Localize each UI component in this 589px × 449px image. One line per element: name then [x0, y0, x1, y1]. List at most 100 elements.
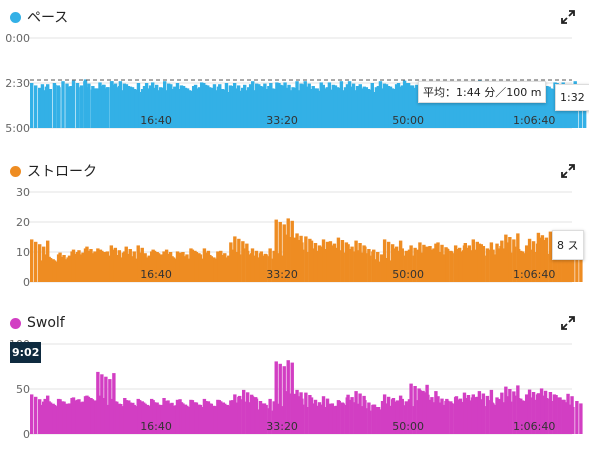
bar [545, 253, 549, 282]
bar [280, 406, 284, 434]
expand-arrows-icon[interactable] [561, 316, 575, 330]
bar [445, 88, 450, 128]
bar [43, 254, 47, 282]
bar [48, 258, 53, 282]
bar [237, 395, 242, 434]
bar [317, 90, 322, 128]
bar [425, 87, 430, 128]
expand-arrows-icon[interactable] [561, 10, 575, 24]
bar [166, 400, 170, 434]
x-tick-label: 1:06:40 [513, 420, 555, 433]
bar [120, 90, 125, 128]
bar [220, 89, 225, 128]
bar [349, 86, 354, 128]
bar [119, 404, 123, 434]
bar [449, 403, 454, 434]
bar [475, 241, 479, 282]
bar [512, 89, 516, 128]
bar [39, 260, 43, 282]
bar [531, 241, 536, 282]
bar [362, 86, 366, 128]
y-tick-label: 0 [23, 428, 30, 441]
bar [280, 255, 284, 282]
bar [253, 90, 257, 128]
bar [571, 407, 575, 434]
bar [575, 246, 579, 282]
bar [226, 92, 231, 128]
bar [140, 89, 145, 128]
bar [516, 398, 521, 434]
bar [147, 406, 151, 434]
bar [261, 86, 265, 128]
bar [540, 395, 545, 434]
bar [194, 402, 199, 434]
bar [321, 84, 326, 128]
bar [441, 89, 446, 128]
bar [152, 250, 157, 282]
bar [53, 84, 57, 128]
bar [524, 394, 529, 434]
bar [443, 86, 448, 128]
bar [480, 83, 484, 128]
bar [209, 403, 214, 434]
bar [146, 88, 151, 128]
bar [61, 81, 65, 128]
bar [571, 252, 575, 282]
bar [358, 84, 362, 128]
bar [333, 85, 338, 128]
bar [231, 249, 235, 282]
bar [124, 84, 129, 128]
bar [293, 87, 297, 128]
bar [545, 86, 549, 128]
bar [364, 408, 368, 434]
bar [77, 250, 81, 282]
bar [281, 85, 285, 128]
bar [251, 81, 255, 128]
bar [67, 403, 72, 434]
bar [44, 86, 49, 128]
stroke-panel: ストローク 30 20 10 0 16:40 33:20 50:00 1:06:40 8 ス [0, 160, 589, 290]
bar [232, 83, 237, 128]
bar [234, 88, 239, 128]
bar [264, 254, 268, 282]
bar [335, 87, 340, 128]
bar [433, 84, 438, 128]
bar [328, 403, 333, 434]
bar [504, 386, 508, 434]
bar [482, 255, 486, 282]
bar [434, 391, 438, 434]
bar [30, 394, 34, 434]
bar [567, 250, 571, 282]
bar [441, 254, 445, 282]
bar [271, 88, 275, 128]
bar [476, 89, 480, 128]
bar [230, 86, 235, 128]
bar [508, 252, 513, 282]
bar [152, 87, 157, 128]
bar [213, 406, 218, 434]
bar [313, 399, 318, 434]
bar [276, 253, 280, 282]
bar [416, 90, 421, 128]
bar [518, 88, 522, 128]
bar [190, 249, 195, 282]
bar [520, 89, 524, 128]
bar [200, 258, 204, 282]
bar [296, 396, 300, 434]
bar [100, 374, 104, 434]
pace-header: ペース [10, 6, 68, 28]
stroke-title: ストローク [27, 164, 97, 180]
bar [259, 86, 263, 128]
bar [467, 245, 471, 282]
y-tick-label: 10 [16, 246, 30, 259]
expand-arrows-icon[interactable] [561, 164, 575, 178]
bar [311, 86, 315, 128]
bar [185, 405, 189, 434]
bar [156, 90, 161, 128]
bar [171, 257, 176, 282]
bar [124, 400, 128, 434]
bar [81, 401, 85, 434]
bar [305, 86, 309, 128]
bar [495, 397, 499, 434]
